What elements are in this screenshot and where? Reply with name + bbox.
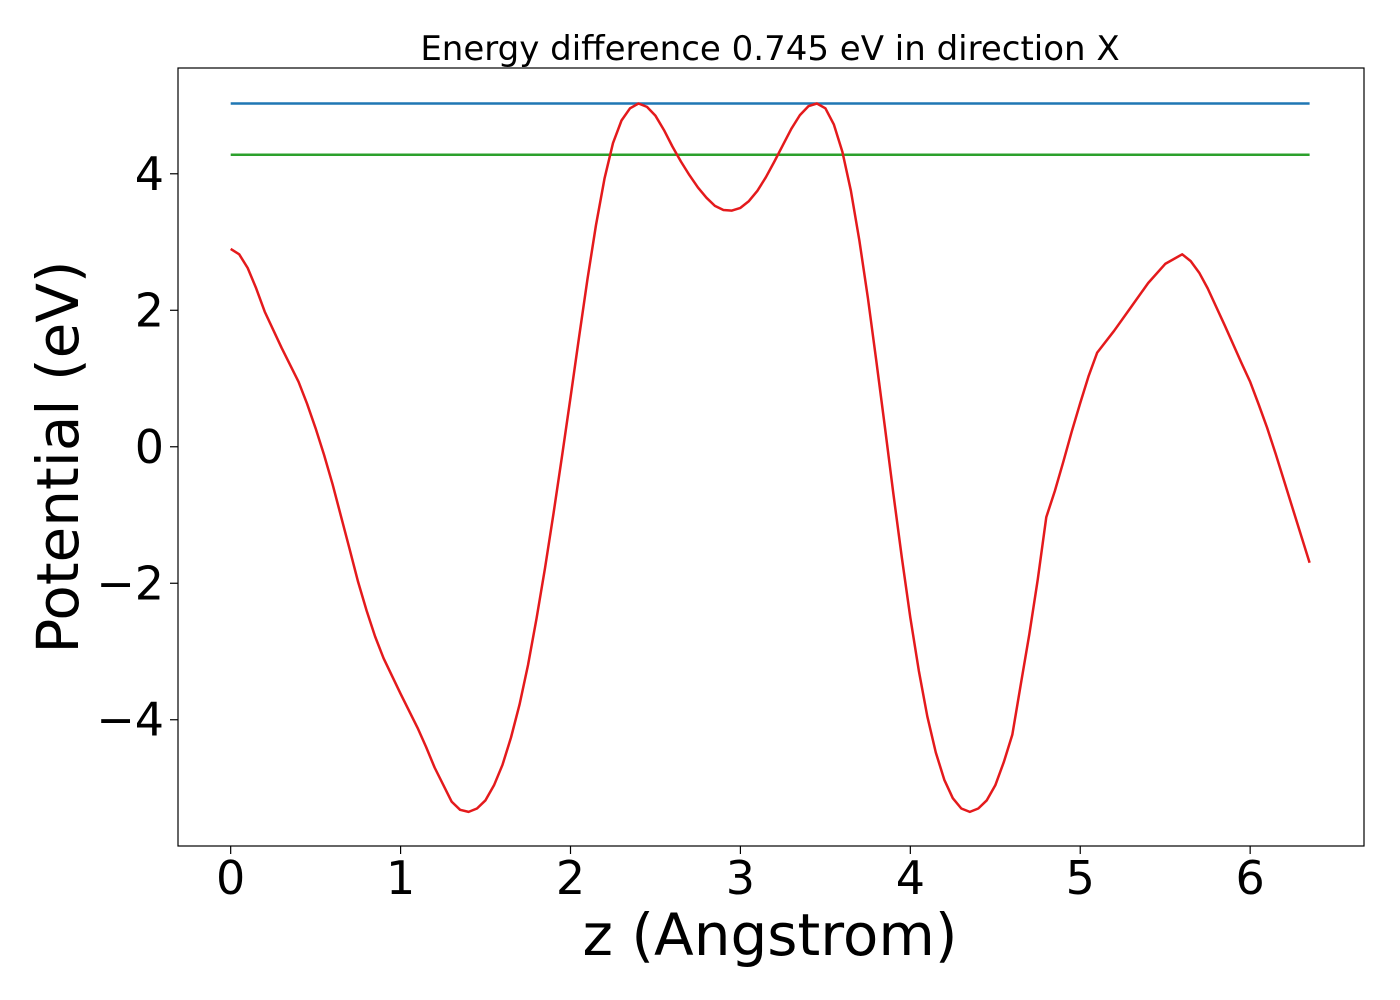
y-tick-label: 2	[135, 283, 164, 337]
x-tick-label: 5	[1066, 851, 1095, 905]
y-axis: −4 −2 0 2 4	[96, 147, 178, 747]
plot-frame	[177, 67, 1365, 847]
y-tick-label: −2	[96, 556, 164, 610]
x-tick-label: 2	[556, 851, 585, 905]
plot-area	[230, 102, 1311, 814]
x-axis-label: z (Angstrom)	[583, 901, 958, 969]
y-tick-label: 4	[135, 147, 164, 201]
y-tick-label: 0	[135, 420, 164, 474]
series-line-2	[230, 102, 1311, 814]
x-tick-label: 6	[1236, 851, 1265, 905]
x-tick-label: 0	[216, 851, 245, 905]
x-tick-label: 4	[896, 851, 925, 905]
x-axis: 0 1 2 3 4 5 6	[216, 846, 1265, 905]
y-axis-label: Potential (eV)	[24, 260, 92, 653]
y-tick-label: −4	[96, 693, 164, 747]
chart-title: Energy difference 0.745 eV in direction …	[420, 29, 1119, 69]
x-tick-label: 1	[386, 851, 415, 905]
x-tick-label: 3	[726, 851, 755, 905]
